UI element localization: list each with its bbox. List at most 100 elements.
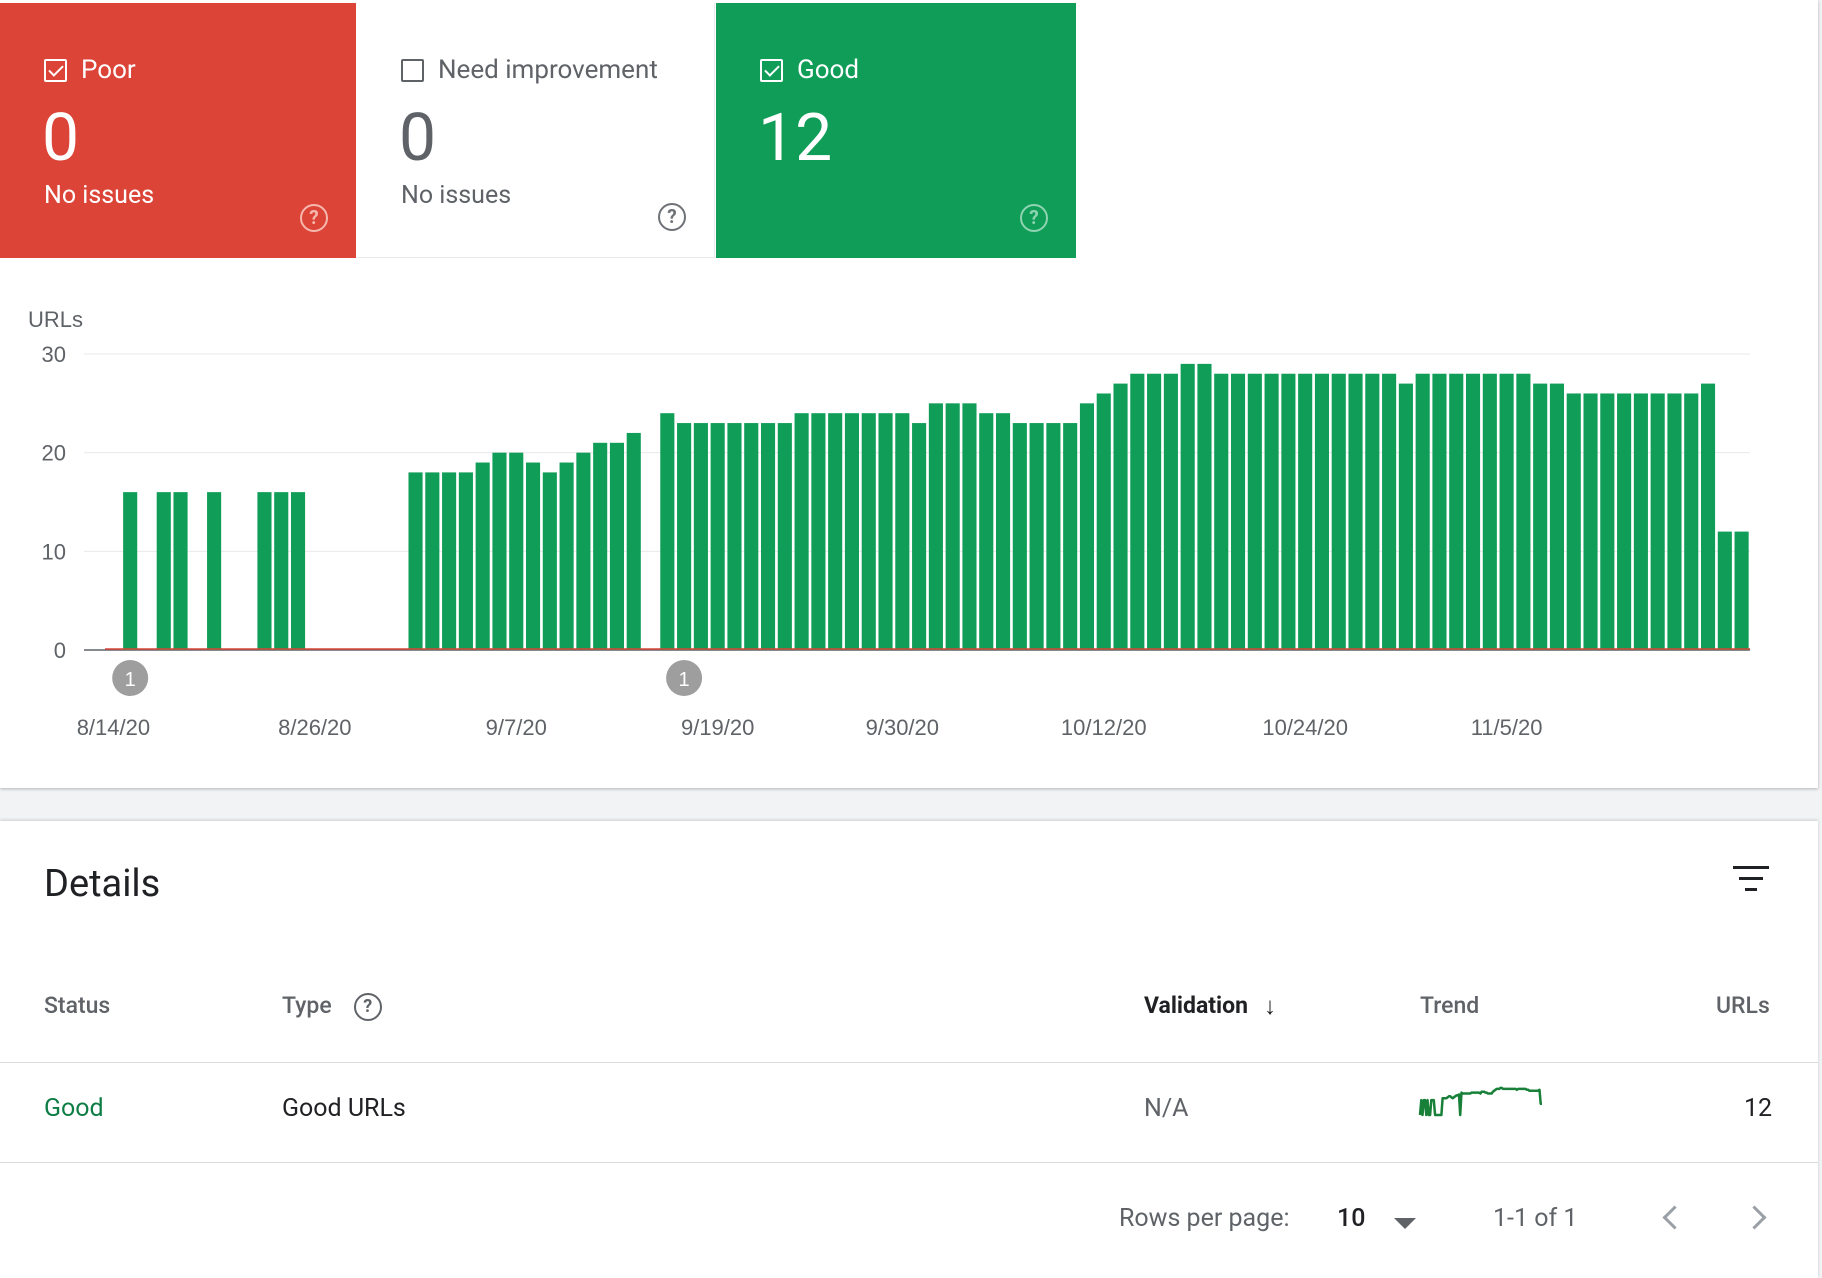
bar[interactable] (1449, 373, 1464, 650)
bar[interactable] (844, 413, 860, 650)
bar[interactable] (878, 413, 893, 650)
help-icon[interactable]: ? (1020, 204, 1048, 232)
bar[interactable] (962, 403, 977, 650)
bar[interactable] (1617, 393, 1632, 650)
good-checkbox[interactable] (760, 58, 783, 82)
bar[interactable] (1096, 393, 1111, 650)
column-header-trend[interactable]: Trend (1420, 992, 1480, 1019)
bar[interactable] (1046, 423, 1061, 650)
bar[interactable] (576, 452, 591, 650)
bar[interactable] (1382, 373, 1397, 650)
bar[interactable] (1130, 373, 1145, 650)
good-card[interactable]: Good 12 ? (716, 3, 1076, 258)
bar[interactable] (626, 432, 641, 650)
bar[interactable] (760, 423, 776, 650)
bar[interactable] (744, 423, 759, 650)
rows-per-page-select[interactable]: 10 (1337, 1204, 1366, 1233)
bar[interactable] (1264, 373, 1279, 650)
bar[interactable] (777, 423, 792, 650)
column-header-urls[interactable]: URLs (1716, 992, 1770, 1019)
need-improvement-card-header[interactable]: Need improvement (401, 53, 658, 87)
bar[interactable] (693, 423, 708, 650)
help-icon[interactable]: ? (300, 204, 328, 232)
bar[interactable] (207, 492, 222, 650)
bar[interactable] (509, 452, 524, 650)
sort-down-icon[interactable]: ↓ (1264, 992, 1276, 1020)
bar[interactable] (1415, 373, 1430, 650)
bar[interactable] (895, 413, 910, 650)
bar[interactable] (1566, 393, 1581, 650)
annotation-circle[interactable] (112, 660, 149, 696)
bar[interactable] (1633, 393, 1648, 650)
bar[interactable] (912, 423, 927, 650)
bar[interactable] (1230, 373, 1246, 650)
chevron-right-icon[interactable] (1740, 1200, 1774, 1234)
bar[interactable] (492, 452, 507, 650)
urls-bar-chart[interactable]: URLs 0 10 20 30 8/14/20 8/26/20 9/7/20 9/19/20… (0, 290, 1818, 760)
bar[interactable] (257, 492, 272, 650)
filter-icon[interactable] (1733, 866, 1769, 894)
bar[interactable] (1214, 373, 1229, 650)
row-status[interactable]: Good (44, 1094, 104, 1123)
bar[interactable] (458, 472, 473, 650)
bar[interactable] (525, 462, 541, 650)
bar[interactable] (1717, 531, 1732, 650)
bar[interactable] (1331, 373, 1346, 650)
bar[interactable] (1012, 423, 1027, 650)
bar[interactable] (1398, 383, 1413, 650)
need-improvement-checkbox[interactable] (401, 58, 424, 82)
bar[interactable] (1029, 423, 1044, 650)
bar[interactable] (156, 492, 171, 650)
poor-card[interactable]: Poor 0 No issues ? (0, 3, 356, 258)
column-header-type[interactable]: Type? (282, 992, 382, 1021)
bar[interactable] (173, 492, 188, 650)
bar[interactable] (442, 472, 457, 650)
bar[interactable] (1147, 373, 1162, 650)
bar[interactable] (1079, 403, 1095, 650)
bar[interactable] (1348, 373, 1363, 650)
annotation-marker[interactable]: 1 (112, 660, 149, 696)
help-icon[interactable]: ? (658, 203, 686, 231)
bar[interactable] (1063, 423, 1078, 650)
bar[interactable] (828, 413, 843, 650)
chart-bars[interactable] (123, 363, 1749, 650)
bar[interactable] (1197, 363, 1212, 650)
bar[interactable] (1281, 373, 1296, 650)
bar[interactable] (979, 413, 994, 650)
annotation-circle[interactable] (666, 660, 703, 696)
bar[interactable] (1365, 373, 1380, 650)
bar[interactable] (1113, 383, 1128, 650)
chevron-left-icon[interactable] (1654, 1200, 1688, 1234)
bar[interactable] (1600, 393, 1615, 650)
bar[interactable] (1684, 393, 1699, 650)
column-header-status[interactable]: Status (44, 992, 111, 1019)
poor-checkbox[interactable] (44, 58, 67, 82)
bar[interactable] (123, 492, 138, 650)
bar[interactable] (559, 462, 574, 650)
bar[interactable] (408, 472, 423, 650)
bar[interactable] (475, 462, 490, 650)
bar[interactable] (1533, 383, 1548, 650)
bar[interactable] (995, 413, 1011, 650)
bar[interactable] (1650, 393, 1665, 650)
bar[interactable] (1667, 393, 1682, 650)
bar[interactable] (928, 403, 943, 650)
bar[interactable] (677, 423, 692, 650)
bar[interactable] (1247, 373, 1262, 650)
row-type[interactable]: Good URLs (282, 1094, 406, 1123)
bar[interactable] (1163, 373, 1178, 650)
bar[interactable] (811, 413, 826, 650)
bar[interactable] (274, 492, 289, 650)
bar[interactable] (1583, 393, 1598, 650)
bar[interactable] (660, 413, 675, 650)
help-icon[interactable]: ? (353, 992, 382, 1021)
bar[interactable] (945, 403, 960, 650)
bar[interactable] (1432, 373, 1447, 650)
bar[interactable] (1314, 373, 1330, 650)
annotation-marker[interactable]: 1 (666, 660, 703, 696)
column-header-validation[interactable]: Validation ↓ (1144, 992, 1276, 1021)
bar[interactable] (1482, 373, 1497, 650)
bar[interactable] (1516, 373, 1531, 650)
bar[interactable] (1499, 373, 1514, 650)
